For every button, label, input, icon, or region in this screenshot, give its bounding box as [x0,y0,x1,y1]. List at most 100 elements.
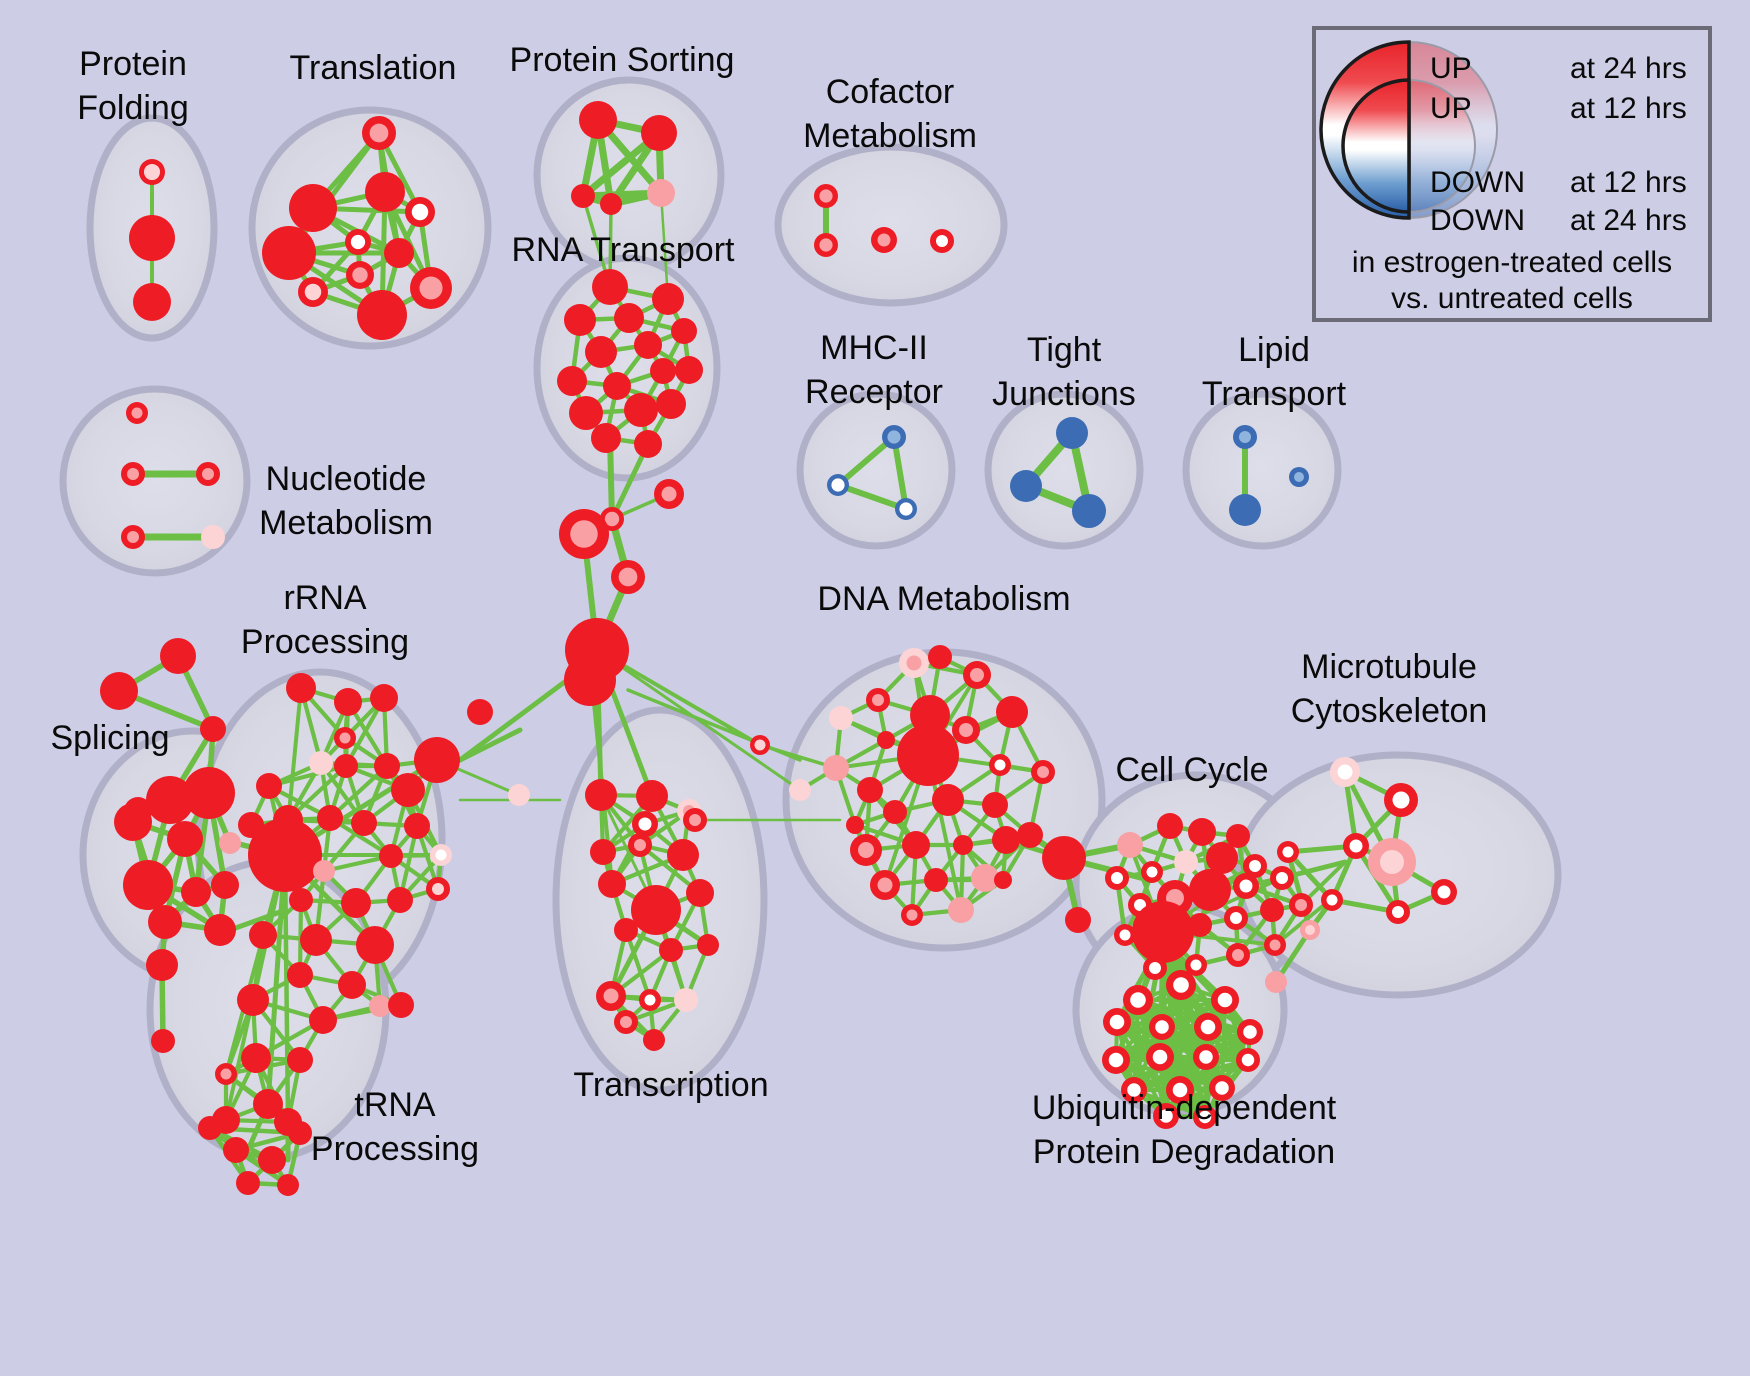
network-node [1174,850,1198,874]
network-node [603,372,631,400]
network-node [930,229,954,253]
network-node [1149,1014,1175,1040]
cluster-label-cell-cycle: Cell Cycle [1115,751,1268,789]
network-node [317,805,343,831]
cluster-label-splicing: Splicing [50,719,169,757]
network-node [571,184,595,208]
network-node [600,193,622,215]
network-node [300,924,332,956]
network-node [697,934,719,956]
network-node [277,1174,299,1196]
network-node [1211,986,1239,1014]
network-node [121,462,145,486]
network-node [634,331,662,359]
network-node [1330,757,1360,787]
network-node [391,773,425,807]
network-node [883,800,907,824]
network-node [639,989,661,1011]
network-node [287,1047,313,1073]
network-node [590,839,616,865]
network-node [345,229,371,255]
network-edge [1132,1058,1250,1092]
cluster-halo-nucleotide-metabolism [59,385,251,577]
network-node [1042,836,1086,880]
network-node [262,226,316,280]
network-node [1226,943,1250,967]
network-node [614,918,638,942]
network-node [201,525,225,549]
network-node [1157,813,1183,839]
network-node [901,904,923,926]
network-edge [659,191,670,301]
network-node [414,737,460,783]
network-node [634,430,662,458]
cluster-label-protein-sorting: Protein Sorting [510,41,735,79]
network-node [426,877,450,901]
cluster-label-nucleotide-metabolism: Nucleotide Metabolism [259,460,433,542]
network-node [564,304,596,336]
network-node [592,269,628,305]
network-node [659,938,683,962]
network-node [100,672,138,710]
network-node [971,864,999,892]
network-node [650,358,676,384]
network-node [569,396,603,430]
cluster-halo-mhc-ii-receptor [796,390,956,550]
network-node [877,731,895,749]
network-node [1229,494,1261,526]
network-node [1132,901,1194,963]
network-node [557,366,587,396]
cluster-label-cofactor-metabolism: Cofactor Metabolism [803,73,977,155]
network-node [686,879,714,907]
network-node [1237,1019,1263,1045]
network-node [992,826,1020,854]
network-node [146,949,178,981]
network-node [1146,1043,1174,1071]
network-node [405,197,435,227]
network-node [1166,1076,1194,1104]
network-node [289,184,337,232]
network-node [631,885,681,935]
network-node [1188,818,1216,846]
network-node [1141,861,1163,883]
network-node [198,1116,222,1140]
network-edge [891,434,909,512]
network-node [559,509,609,559]
cluster-label-mhc-ii-receptor: MHC-II Receptor [805,329,943,411]
cluster-labels: Protein Folding Translation Protein Sorting… [50,41,1487,1171]
network-node [181,877,211,907]
network-node [288,1121,312,1145]
network-node [160,638,196,674]
network-node [1102,1046,1130,1074]
network-node [126,402,148,424]
network-node [850,834,882,866]
network-node [430,844,452,866]
network-node [829,706,853,730]
network-node [624,393,658,427]
cluster-halo-tight-junctions [984,390,1144,550]
network-node [289,888,313,912]
network-node [671,318,697,344]
network-node [334,754,358,778]
legend-time-1: at 12 hrs [1570,92,1687,125]
network-edge [207,1125,291,1188]
network-node [204,914,236,946]
network-node [591,423,621,453]
network-node [1343,833,1369,859]
network-node [146,776,194,824]
legend-time-0: at 24 hrs [1570,52,1687,85]
network-node [148,905,182,939]
network-node [129,215,175,261]
network-node [124,797,152,825]
legend-inner-ring [1341,78,1411,214]
network-node [151,1029,175,1053]
network-node [286,673,316,703]
network-node [989,754,1011,776]
network-node [1270,866,1294,890]
network-node [387,887,413,913]
network-node [351,810,377,836]
network-node [1193,1044,1219,1070]
network-node [647,179,675,207]
network-node [123,860,173,910]
